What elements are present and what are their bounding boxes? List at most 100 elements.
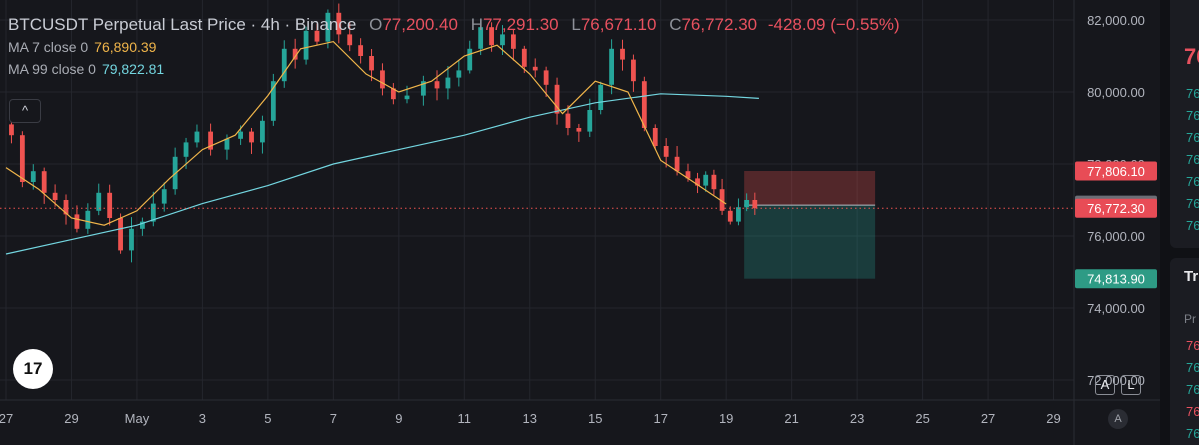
ma7-legend[interactable]: MA 7 close 0 76,890.39 (8, 36, 900, 58)
long-position-tool[interactable] (744, 170, 876, 279)
candle-body (631, 59, 636, 82)
low-value: 76,671.10 (580, 15, 657, 34)
candle-body (434, 81, 440, 89)
candle-body (478, 27, 484, 49)
price-axis[interactable]: 72,000.0074,000.0076,000.0078,000.0080,0… (1075, 13, 1157, 388)
order-book-row: 76 (1186, 108, 1199, 123)
time-tick-label: 17 (653, 411, 667, 426)
time-tick-label: 5 (264, 411, 271, 426)
candle-body (674, 156, 680, 172)
trade-row: 76 (1186, 404, 1199, 419)
trades-header: Pr (1184, 312, 1196, 326)
order-book-row: 76 (1186, 174, 1199, 189)
candle-body (752, 200, 758, 209)
candle-body (685, 171, 691, 179)
time-tick-label: May (125, 411, 150, 426)
candle-body (63, 200, 69, 215)
candle-body (711, 174, 717, 190)
time-tick-label: 25 (915, 411, 929, 426)
open-value: 77,200.40 (382, 15, 458, 34)
legend-title-row: BTCUSDT Perpetual Last Price · 4h · Bina… (8, 14, 900, 36)
candle-body (404, 95, 410, 100)
time-tick-label: 15 (588, 411, 602, 426)
price-tick-label: 74,000.00 (1087, 301, 1145, 316)
candle-body (510, 34, 516, 49)
time-tick-label: 21 (784, 411, 798, 426)
candle-body (565, 113, 571, 128)
candle-body (52, 192, 58, 200)
candle-body (238, 131, 244, 139)
price-tag-target (1075, 269, 1157, 289)
take-profit-zone (744, 205, 876, 279)
time-tick-label: 29 (64, 411, 78, 426)
time-tick-label: 11 (458, 411, 472, 426)
candle-body (420, 81, 426, 96)
candle-body (292, 48, 298, 60)
candle-body (325, 12, 331, 42)
candle-body (719, 189, 725, 211)
candle-body (489, 27, 494, 46)
symbol-title[interactable]: BTCUSDT Perpetual Last Price · 4h · Bina… (8, 15, 357, 34)
candle-body (358, 45, 364, 56)
candle-body (369, 56, 374, 71)
order-book-row: 76 (1186, 130, 1199, 145)
price-tag-text-stop: 77,806.10 (1087, 164, 1145, 179)
candle-body (107, 192, 113, 218)
candle-body (695, 178, 700, 186)
close-label: C (669, 15, 682, 34)
candle-body (467, 48, 473, 71)
candle-body (744, 200, 750, 208)
time-axis-auto-button[interactable]: A (1108, 409, 1128, 429)
candle-body (445, 77, 451, 89)
time-tick-label: 13 (523, 411, 537, 426)
candle-body (303, 30, 309, 60)
candle-body (347, 34, 353, 46)
candle-body (281, 48, 287, 82)
candle-body (270, 81, 276, 121)
order-book-price: 76 (1184, 44, 1199, 69)
ma7-line (5, 40, 727, 226)
price-tag-last (1075, 198, 1157, 218)
candle-body (208, 131, 213, 150)
change-value: -428.09 (−0.55%) (767, 15, 900, 34)
ma99-legend[interactable]: MA 99 close 0 79,822.81 (8, 58, 900, 80)
collapse-legend-button[interactable]: ^ (9, 99, 41, 123)
candle-body (224, 138, 230, 150)
candle-body (736, 207, 741, 222)
candle-body (380, 70, 385, 89)
trades-tab[interactable]: Tr (1184, 268, 1199, 285)
candle-body (641, 81, 647, 128)
log-scale-button[interactable]: L (1121, 375, 1141, 395)
candle-body (150, 203, 156, 222)
price-tick-label: 76,000.00 (1087, 229, 1145, 244)
order-book-row: 76 (1186, 218, 1199, 233)
high-value: 77,291.30 (482, 15, 559, 34)
moving-averages (5, 40, 759, 255)
tradingview-logo[interactable]: 17 (13, 349, 53, 389)
candle-body (456, 70, 462, 78)
candle-body (521, 48, 527, 67)
time-axis[interactable]: 27 29 May 3 5 7 9 11 13 15 17 19 21 23 25 27 29 (0, 411, 1061, 426)
ma99-label: MA 99 close 0 (8, 61, 96, 77)
chart-legend: BTCUSDT Perpetual Last Price · 4h · Bina… (8, 14, 900, 80)
right-side-panel: 76 76 76 76 76 76 76 76 Tr Pr 76 76 76 7… (1160, 0, 1199, 445)
candle-body (129, 228, 134, 251)
candle-body (85, 210, 91, 229)
candle-body (554, 84, 560, 114)
price-tick-label: 80,000.00 (1087, 85, 1145, 100)
candle-body (96, 192, 102, 211)
trade-row: 76 (1186, 426, 1199, 441)
grid (0, 0, 1160, 445)
order-book-row: 76 (1186, 196, 1199, 211)
time-tick-label: 27 (0, 411, 13, 426)
auto-scale-button[interactable]: A (1095, 375, 1115, 395)
candles (9, 3, 758, 263)
time-tick-label: 9 (395, 411, 402, 426)
price-tag-stop (1075, 161, 1157, 181)
candle-body (19, 135, 25, 182)
low-label: L (571, 15, 581, 34)
candle-body (576, 128, 582, 132)
candle-body (260, 120, 265, 143)
